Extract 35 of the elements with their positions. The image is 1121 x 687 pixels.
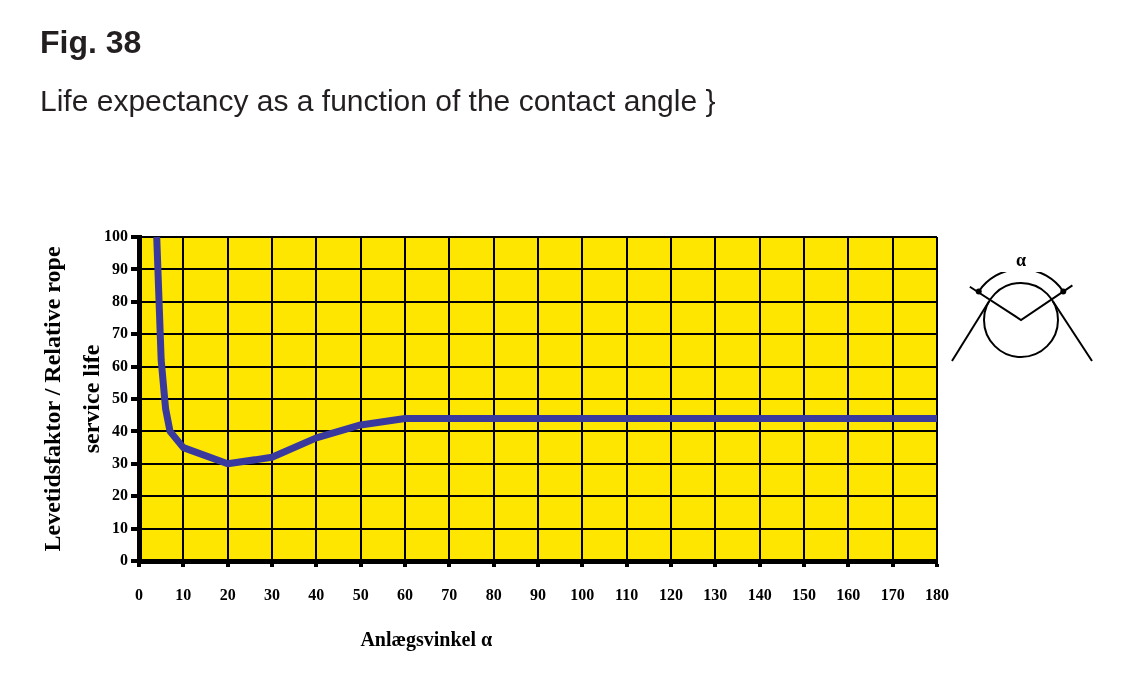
x-tick-label: 100	[570, 585, 595, 603]
y-tick-label: 30	[112, 453, 128, 471]
x-tick-label: 60	[397, 585, 413, 603]
x-tick-label: 180	[925, 585, 949, 603]
y-tick-label: 60	[112, 356, 128, 374]
x-tick-label: 20	[219, 585, 236, 603]
x-tick-label: 140	[747, 585, 772, 603]
y-tick-label: 70	[112, 324, 128, 342]
x-tick-label: 110	[615, 585, 639, 603]
x-tick-label: 120	[659, 585, 683, 603]
y-tick-label: 50	[112, 389, 128, 407]
x-tick-label: 160	[836, 585, 861, 603]
x-tick-label: 10	[175, 585, 192, 603]
text: α	[1014, 250, 1027, 270]
x-tick-label: 130	[703, 585, 728, 603]
y-tick-label: 20	[112, 486, 128, 504]
y-tick-label: 100	[104, 227, 128, 245]
chart-subtitle: Life expectancy as a function of the contact angle }	[40, 84, 716, 118]
chart-title: Fig. 38	[40, 24, 142, 61]
y-tick-label: 90	[112, 259, 128, 277]
x-tick-label: 150	[792, 585, 816, 603]
x-tick-label: 50	[352, 585, 369, 603]
x-tick-label: 0	[135, 585, 143, 603]
x-tick-label: 30	[264, 585, 280, 603]
x-axis-title: Anlægsvinkel α	[360, 628, 493, 652]
y-tick-label: 0	[120, 551, 128, 569]
y-tick-label: 40	[112, 421, 128, 439]
y-tick-label: 10	[112, 518, 128, 536]
x-tick-label: 80	[485, 585, 502, 603]
x-tick-label: 70	[441, 585, 458, 603]
x-tick-label: 90	[530, 585, 546, 603]
x-tick-label: 170	[880, 585, 905, 603]
y-axis-title: Levetidsfaktor / Relative rope service life	[39, 246, 104, 552]
x-tick-label: 40	[308, 585, 325, 603]
y-tick-label: 80	[112, 291, 128, 309]
